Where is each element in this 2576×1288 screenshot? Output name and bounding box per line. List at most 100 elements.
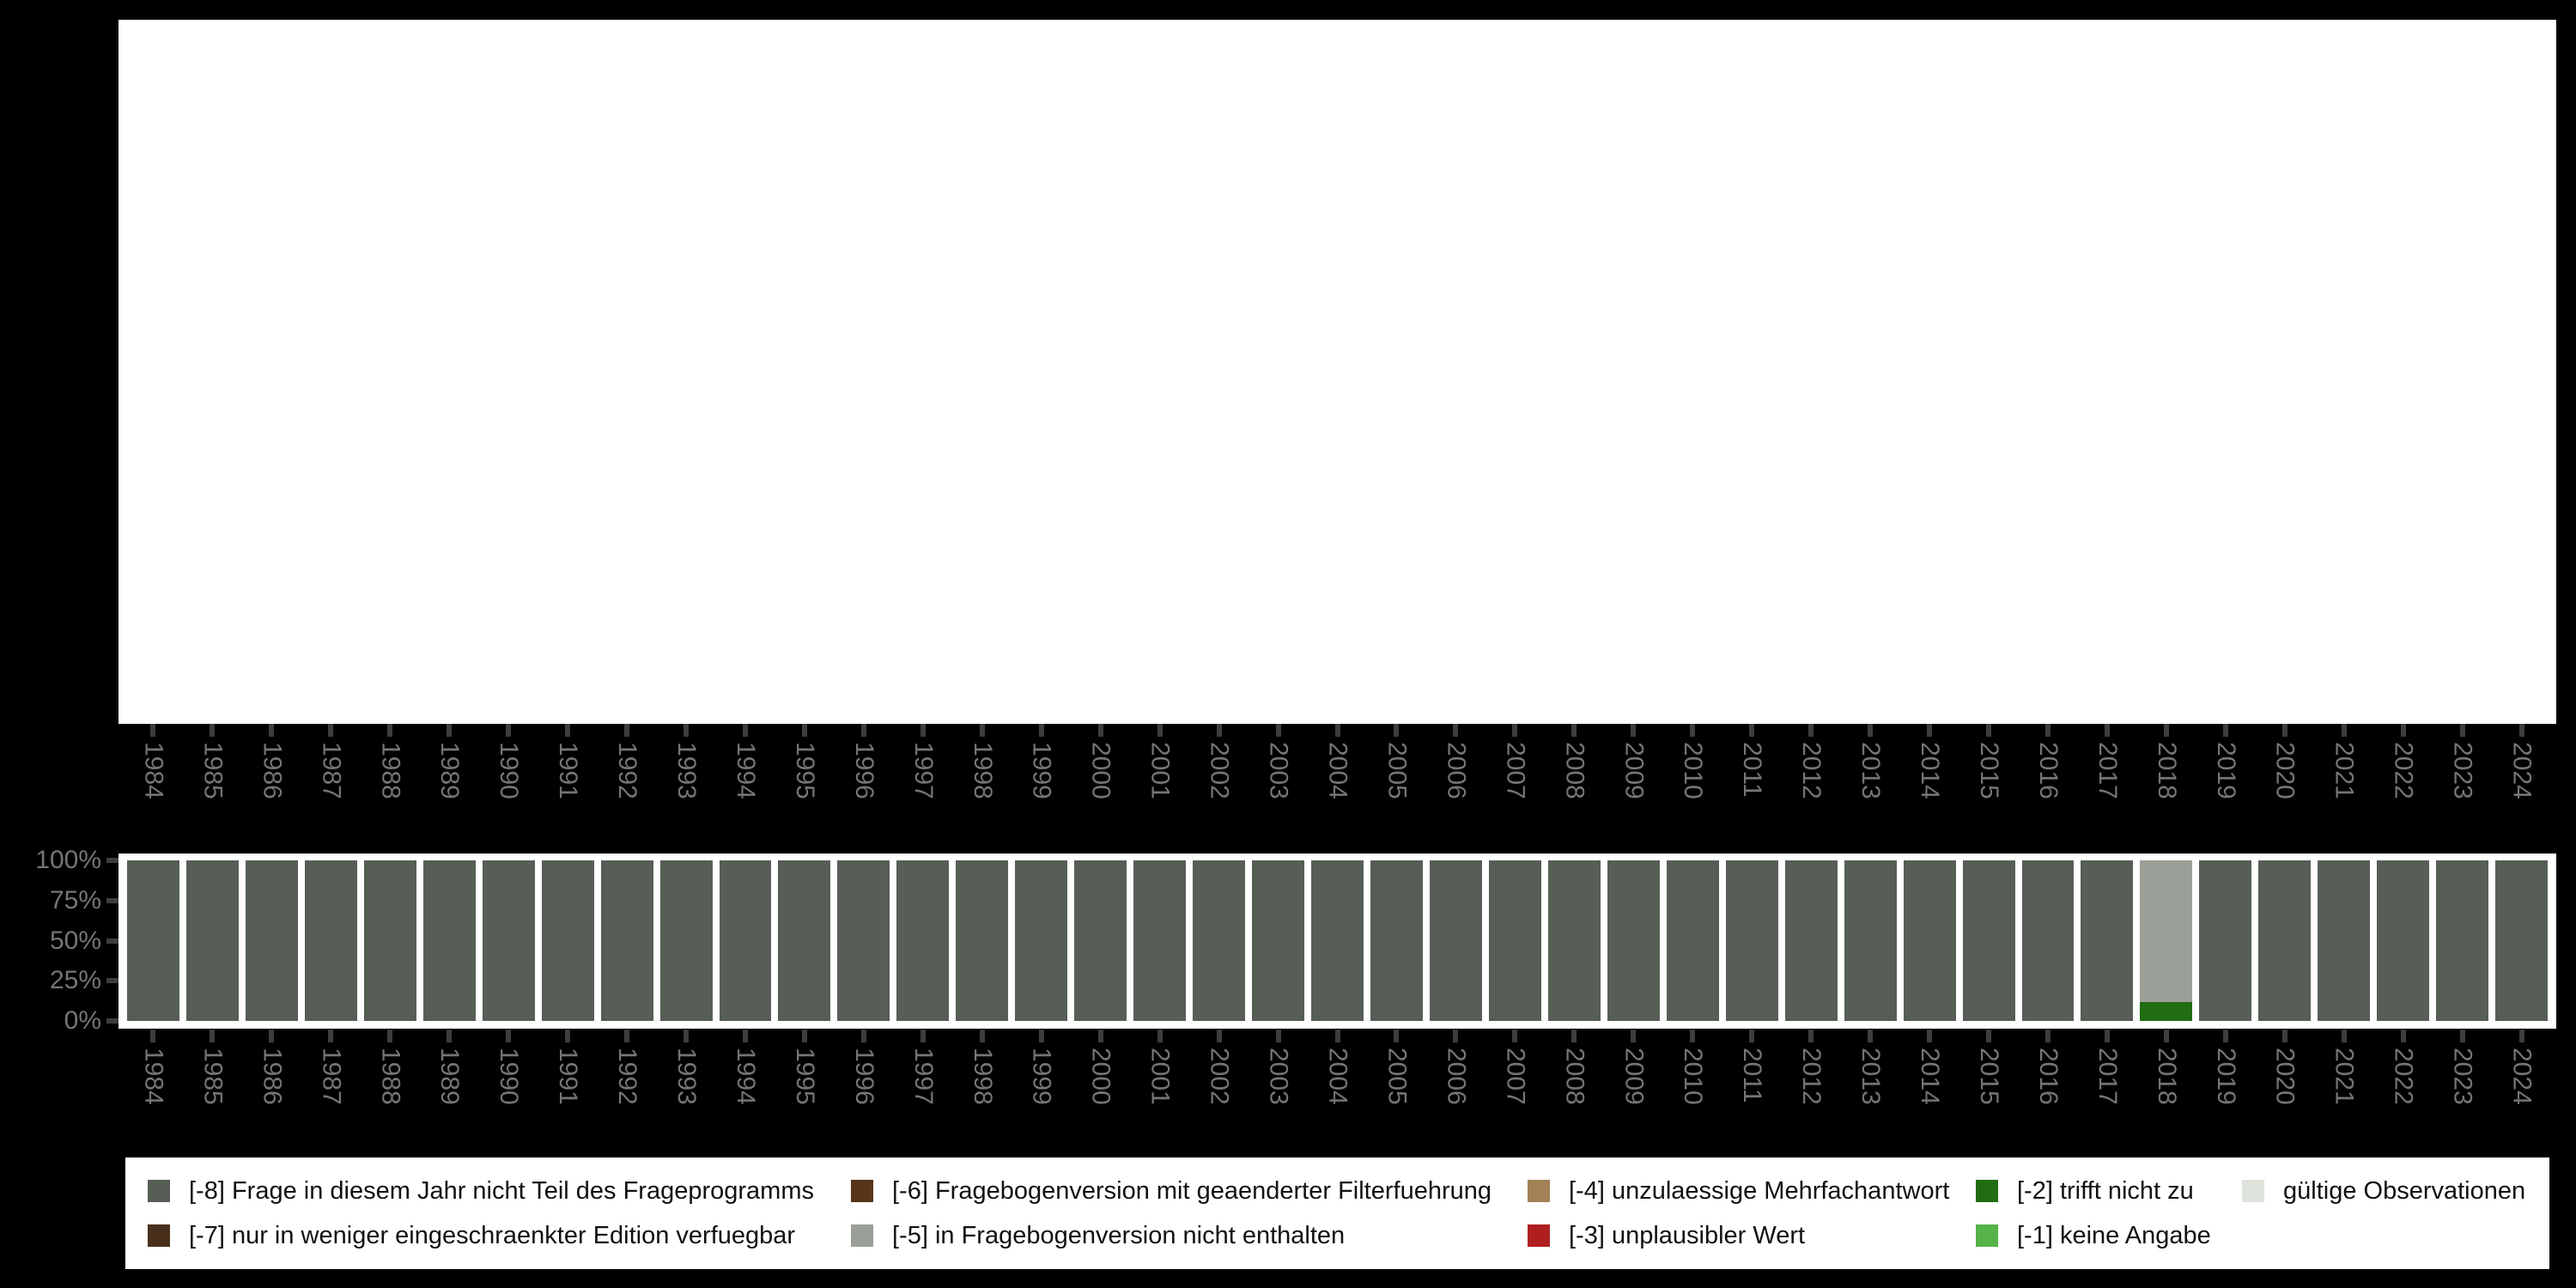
percent-label: 75%	[49, 885, 101, 914]
x-axis-tick	[742, 1030, 748, 1042]
year-label: 1992	[613, 1048, 642, 1105]
y-axis-tick	[106, 897, 118, 903]
year-label: 1998	[968, 1048, 997, 1105]
year-label: 1985	[198, 1048, 228, 1105]
bar-segment	[1784, 860, 1838, 1021]
bar-segment	[719, 860, 772, 1021]
stacked-bar-1985	[185, 860, 239, 1021]
year-label: 2013	[1856, 742, 1886, 799]
year-label: 2019	[2211, 742, 2240, 799]
legend-item: [-2] trifft nicht zu	[1976, 1177, 2242, 1205]
x-axis-tick	[2222, 1030, 2228, 1042]
x-axis-tick	[1038, 724, 1044, 737]
legend-item: [-8] Frage in diesem Jahr nicht Teil des…	[148, 1177, 851, 1205]
legend-item: [-1] keine Angabe	[1976, 1224, 2242, 1249]
x-axis-tick	[742, 724, 748, 737]
year-label: 2019	[2211, 1048, 2240, 1105]
legend-label: [-7] nur in weniger eingeschraenkter Edi…	[189, 1222, 796, 1249]
x-axis-tick	[683, 1030, 690, 1042]
legend-column: [-8] Frage in diesem Jahr nicht Teil des…	[148, 1157, 851, 1249]
year-label: 2011	[1738, 742, 1767, 798]
x-axis-tick	[2104, 724, 2110, 737]
legend-item: gültige Observationen	[2242, 1179, 2525, 1204]
year-label: 2010	[1679, 742, 1708, 799]
x-axis-tick	[2400, 724, 2406, 737]
year-label: 2016	[2033, 1048, 2063, 1105]
year-label: 1995	[790, 1048, 819, 1105]
year-label: 1992	[613, 742, 642, 799]
year-label: 2012	[1797, 1048, 1826, 1105]
year-label: 2000	[1086, 742, 1115, 799]
legend-swatch	[1528, 1180, 1550, 1202]
stacked-bar-1990	[482, 860, 535, 1021]
stacked-bar-1984	[127, 860, 179, 1021]
bar-segment	[2081, 860, 2134, 1021]
year-label: 1991	[554, 1048, 583, 1105]
stacked-bar-2015	[1962, 860, 2015, 1021]
x-axis-tick	[683, 724, 690, 737]
bar-segment	[2377, 860, 2430, 1021]
year-label: 1984	[139, 742, 168, 799]
x-axis-tick	[1749, 1030, 1755, 1042]
year-label: 1994	[731, 1048, 760, 1105]
x-axis-tick	[1631, 1030, 1637, 1042]
year-label: 2005	[1382, 742, 1412, 799]
x-axis-tick	[1690, 1030, 1696, 1042]
bar-segment	[1488, 860, 1541, 1021]
year-label: 2018	[2152, 1048, 2181, 1105]
legend-label: [-2] trifft nicht zu	[2017, 1177, 2194, 1205]
bar-segment	[659, 860, 713, 1021]
x-axis-tick	[1985, 724, 1991, 737]
legend-label: [-6] Fragebogenversion mit geaenderter F…	[892, 1177, 1492, 1205]
x-axis-tick	[860, 1030, 866, 1042]
bar-segment	[363, 860, 416, 1021]
legend-swatch	[1976, 1224, 1998, 1247]
legend-label: [-8] Frage in diesem Jahr nicht Teil des…	[189, 1177, 814, 1205]
bar-segment	[896, 860, 950, 1021]
percent-label: 0%	[64, 1006, 101, 1035]
x-axis-tick	[1453, 724, 1459, 737]
x-axis-tick	[2281, 724, 2287, 737]
year-label: 1993	[672, 1048, 702, 1105]
year-label: 1996	[849, 742, 878, 799]
bar-segment	[1252, 860, 1305, 1021]
year-label: 1997	[908, 1048, 938, 1105]
year-label: 2023	[2448, 1048, 2477, 1105]
bar-segment	[1903, 860, 1956, 1021]
bar-segment	[1133, 860, 1187, 1021]
year-label: 1988	[376, 742, 405, 799]
stacked-bar-1992	[600, 860, 653, 1021]
stacked-bar-2021	[2318, 860, 2371, 1021]
x-axis-tick	[1394, 724, 1400, 737]
stacked-bar-2020	[2258, 860, 2312, 1021]
x-axis-tick	[328, 724, 334, 737]
stacked-bar-2003	[1252, 860, 1305, 1021]
x-axis-tick	[2222, 724, 2228, 737]
bar-segment	[1666, 860, 1719, 1021]
year-label: 2007	[1501, 1048, 1530, 1105]
x-axis-tick	[506, 1030, 512, 1042]
x-axis-tick	[1157, 1030, 1163, 1042]
stacked-bar-2000	[1074, 860, 1127, 1021]
year-label: 1988	[376, 1048, 405, 1105]
x-axis-tick	[2518, 1030, 2524, 1042]
stacked-bar-1987	[304, 860, 357, 1021]
legend-label: [-4] unzulaessige Mehrfachantwort	[1569, 1177, 1950, 1205]
year-label: 2014	[1916, 742, 1944, 799]
stacked-bar-1988	[363, 860, 416, 1021]
legend-item: [-5] in Fragebogenversion nicht enthalte…	[851, 1224, 1528, 1249]
x-axis-tick	[210, 724, 216, 737]
x-axis-tick	[2044, 1030, 2050, 1042]
bar-segment	[1193, 860, 1246, 1021]
x-axis-tick	[2163, 724, 2169, 737]
year-label: 1999	[1027, 742, 1056, 799]
year-label: 1989	[435, 742, 465, 799]
x-axis-tick	[1394, 1030, 1400, 1042]
bar-segment	[245, 860, 298, 1021]
stacked-bar-1993	[659, 860, 713, 1021]
legend-swatch	[148, 1180, 170, 1202]
year-label: 2022	[2389, 1048, 2418, 1105]
x-axis-tick	[387, 1030, 393, 1042]
x-axis-tick	[2459, 724, 2465, 737]
legend-swatch	[1976, 1180, 1998, 1202]
